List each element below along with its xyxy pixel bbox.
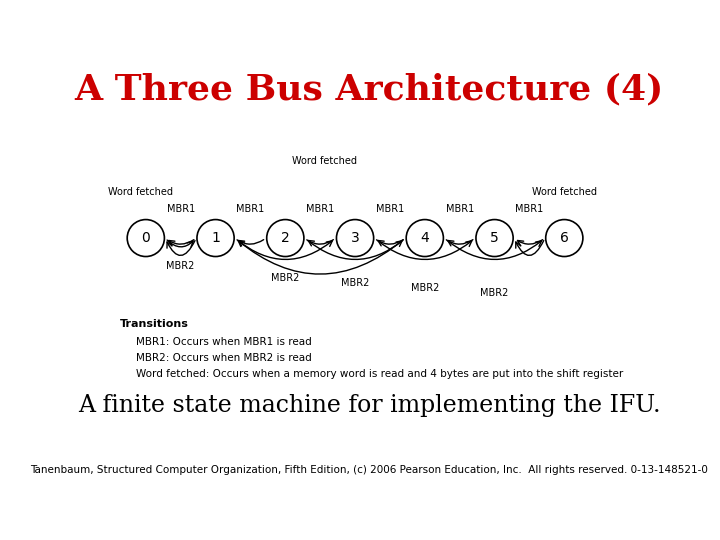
Text: 1: 1 bbox=[211, 231, 220, 245]
Text: Word fetched: Word fetched bbox=[292, 156, 356, 166]
FancyArrowPatch shape bbox=[307, 240, 402, 259]
Text: MBR1: MBR1 bbox=[306, 204, 334, 214]
Text: 3: 3 bbox=[351, 231, 359, 245]
Text: Tanenbaum, Structured Computer Organization, Fifth Edition, (c) 2006 Pearson Edu: Tanenbaum, Structured Computer Organizat… bbox=[30, 465, 708, 475]
Text: Word fetched: Occurs when a memory word is read and 4 bytes are put into the shi: Word fetched: Occurs when a memory word … bbox=[137, 369, 624, 379]
Text: MBR1: MBR1 bbox=[516, 204, 544, 214]
FancyArrowPatch shape bbox=[238, 240, 264, 246]
Circle shape bbox=[266, 220, 304, 256]
Circle shape bbox=[127, 220, 164, 256]
FancyArrowPatch shape bbox=[308, 240, 333, 246]
FancyArrowPatch shape bbox=[167, 240, 195, 255]
Text: Word fetched: Word fetched bbox=[532, 187, 597, 197]
Text: MBR1: Occurs when MBR1 is read: MBR1: Occurs when MBR1 is read bbox=[137, 336, 312, 347]
Circle shape bbox=[406, 220, 444, 256]
Text: MBR1: MBR1 bbox=[376, 204, 404, 214]
Text: MBR2: Occurs when MBR2 is read: MBR2: Occurs when MBR2 is read bbox=[137, 353, 312, 363]
Text: 6: 6 bbox=[560, 231, 569, 245]
Text: MBR1: MBR1 bbox=[446, 204, 474, 214]
Text: MBR2: MBR2 bbox=[166, 261, 195, 271]
FancyArrowPatch shape bbox=[167, 240, 193, 247]
FancyArrowPatch shape bbox=[516, 240, 544, 255]
Text: 0: 0 bbox=[141, 231, 150, 245]
Circle shape bbox=[476, 220, 513, 256]
FancyArrowPatch shape bbox=[518, 240, 543, 246]
Text: Transitions: Transitions bbox=[120, 319, 189, 329]
Text: 4: 4 bbox=[420, 231, 429, 245]
FancyArrowPatch shape bbox=[377, 240, 472, 259]
FancyArrowPatch shape bbox=[378, 240, 403, 246]
Text: MBR2: MBR2 bbox=[410, 283, 439, 293]
Circle shape bbox=[336, 220, 374, 256]
Text: MBR2: MBR2 bbox=[271, 273, 300, 283]
Text: Word fetched: Word fetched bbox=[108, 187, 173, 197]
Text: 5: 5 bbox=[490, 231, 499, 245]
FancyArrowPatch shape bbox=[238, 240, 403, 274]
FancyArrowPatch shape bbox=[448, 240, 473, 246]
Text: MBR1: MBR1 bbox=[236, 204, 264, 214]
Text: MBR2: MBR2 bbox=[480, 288, 509, 299]
FancyArrowPatch shape bbox=[237, 240, 333, 259]
Text: MBR2: MBR2 bbox=[341, 278, 369, 288]
FancyArrowPatch shape bbox=[446, 240, 541, 259]
FancyArrowPatch shape bbox=[168, 240, 194, 246]
Text: MBR1: MBR1 bbox=[166, 204, 195, 214]
Circle shape bbox=[546, 220, 583, 256]
Text: A finite state machine for implementing the IFU.: A finite state machine for implementing … bbox=[78, 394, 660, 417]
Text: 2: 2 bbox=[281, 231, 289, 245]
Circle shape bbox=[197, 220, 234, 256]
Text: A Three Bus Architecture (4): A Three Bus Architecture (4) bbox=[74, 72, 664, 106]
